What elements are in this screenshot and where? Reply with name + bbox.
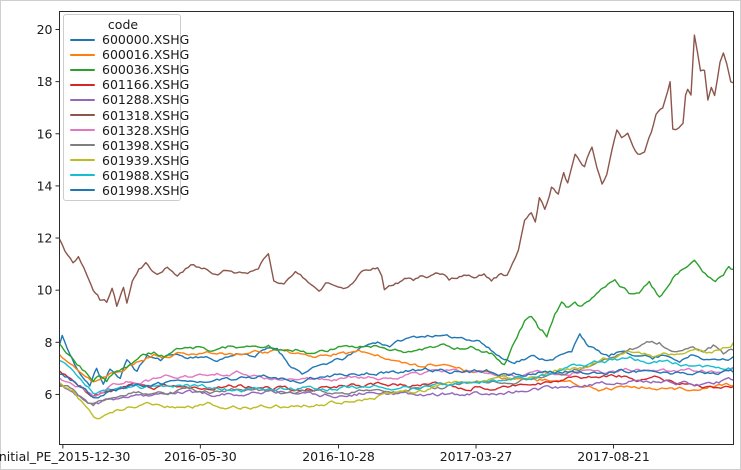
legend-line-swatch <box>70 53 95 56</box>
series-line-601939-xshg <box>59 341 735 420</box>
legend-line-swatch <box>70 68 95 71</box>
y-tick-label: 12 <box>37 231 53 246</box>
series-line-601166-xshg <box>59 370 734 397</box>
legend-item-label: 601328.XSHG <box>102 122 190 138</box>
legend-item: 601288.XSHG <box>70 92 189 107</box>
legend-item: 601328.XSHG <box>70 123 189 138</box>
legend-item-label: 600000.XSHG <box>102 32 190 48</box>
legend-line-swatch <box>70 129 95 132</box>
plot-border <box>59 11 734 445</box>
legend-item: 601998.XSHG <box>70 183 189 198</box>
series-line-600036-xshg <box>58 259 734 383</box>
y-tick-label: 18 <box>37 74 53 89</box>
series-line-601398-xshg <box>59 340 734 407</box>
x-tick-label: 2017-03-27 <box>440 449 513 464</box>
legend-item: 600000.XSHG <box>70 32 189 47</box>
y-tick-label: 8 <box>45 335 53 350</box>
legend-line-swatch <box>70 159 95 162</box>
series-line-600016-xshg <box>58 348 734 392</box>
y-tick-label: 20 <box>37 22 53 37</box>
legend-line-swatch <box>70 83 95 86</box>
legend-item-label: 601939.XSHG <box>102 152 190 168</box>
legend-item-label: 600016.XSHG <box>102 47 190 63</box>
y-tick-label: 16 <box>37 126 53 141</box>
legend-item: 601939.XSHG <box>70 153 189 168</box>
legend-line-swatch <box>70 38 95 41</box>
series-line-601998-xshg <box>59 367 734 399</box>
legend-item-label: 601318.XSHG <box>102 107 190 123</box>
legend-line-swatch <box>70 144 95 147</box>
legend-item-label: 601998.XSHG <box>102 182 190 198</box>
series-line-601318-xshg <box>58 34 734 307</box>
legend: code 600000.XSHG 600016.XSHG 600036.XSHG 60… <box>63 14 189 202</box>
legend-item-label: 600036.XSHG <box>102 62 190 78</box>
series-line-601288-xshg <box>59 376 734 405</box>
legend-item: 601988.XSHG <box>70 168 189 183</box>
y-tick-label: 6 <box>45 387 53 402</box>
legend-item: 601398.XSHG <box>70 138 189 153</box>
x-tick-label: initial_PE_2015-12-30 <box>0 449 130 464</box>
legend-title: code <box>107 17 139 32</box>
x-tick-label: 2016-05-30 <box>164 449 237 464</box>
legend-line-swatch <box>70 98 95 101</box>
legend-item-label: 601288.XSHG <box>102 92 190 108</box>
legend-item: 600036.XSHG <box>70 62 189 77</box>
legend-item: 600016.XSHG <box>70 47 189 62</box>
legend-item-label: 601398.XSHG <box>102 137 190 153</box>
y-tick-label: 14 <box>37 178 53 193</box>
legend-line-swatch <box>70 174 95 177</box>
legend-item-label: 601166.XSHG <box>102 77 190 93</box>
legend-item: 601166.XSHG <box>70 77 189 92</box>
legend-line-swatch <box>70 189 95 192</box>
legend-item: 601318.XSHG <box>70 107 189 123</box>
x-tick-label: 2017-08-21 <box>577 449 650 464</box>
series-line-601988-xshg <box>59 356 734 395</box>
legend-item-label: 601988.XSHG <box>102 167 190 183</box>
legend-line-swatch <box>70 114 95 117</box>
y-tick-label: 10 <box>37 283 53 298</box>
x-tick-label: 2016-10-28 <box>302 449 375 464</box>
